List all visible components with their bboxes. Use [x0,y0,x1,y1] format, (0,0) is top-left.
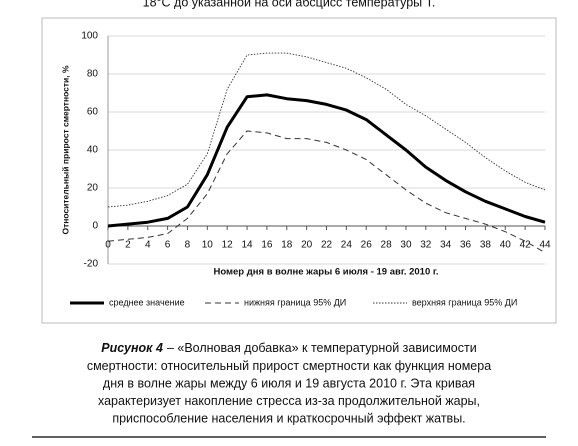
x-tick-label: 20 [301,240,313,251]
x-tick-label: 34 [440,240,452,251]
header-text: 18°С до указанной на оси абсцисс темпера… [143,0,436,9]
y-tick-label: 100 [81,31,98,42]
caption-label: Рисунок 4 [101,341,163,355]
y-tick-label: 60 [87,107,99,118]
caption-line: смертности: относительный прирост смертн… [87,359,491,373]
x-tick-label: 30 [400,240,412,251]
y-axis-label: Относительный прирост смертности, % [60,65,70,235]
x-tick-label: 6 [165,240,171,251]
x-tick-label: 10 [202,240,214,251]
caption-line: дня в волне жары между 6 июля и 19 авгус… [103,376,475,390]
x-tick-label: 2 [125,240,131,251]
x-tick-label: 4 [145,240,151,251]
legend-label: среднее значение [109,297,185,307]
x-tick-label: 28 [381,240,393,251]
y-tick-label: 20 [87,183,99,194]
y-tick-label: 40 [87,145,99,156]
legend-label: нижняя граница 95% ДИ [244,297,346,307]
legend-label: верхняя граница 95% ДИ [412,297,517,307]
x-tick-label: 8 [185,240,191,251]
caption-line: характеризует накопление стресса из-за п… [98,394,480,408]
caption-line: приспособление населения и краткосрочный… [112,411,465,425]
x-tick-label: 26 [361,240,373,251]
x-tick-label: 22 [321,240,333,251]
x-tick-label: 44 [539,240,551,251]
x-tick-label: 38 [480,240,492,251]
x-tick-label: 12 [222,240,234,251]
series-line [107,93,546,228]
x-tick-label: 16 [261,240,273,251]
chart-frame [41,17,557,324]
x-tick-label: 0 [105,240,111,251]
caption-line: Рисунок 4 – «Волновая добавка» к температ… [101,341,476,355]
caption-text: – «Волновая добавка» к температурной зав… [167,341,477,355]
x-tick-label: 42 [520,240,532,251]
x-tick-label: 32 [420,240,432,251]
y-tick-label: 80 [87,69,99,80]
series-line [107,52,546,208]
x-tick-label: 14 [241,240,253,251]
series-line [107,130,546,254]
x-tick-label: 36 [460,240,472,251]
x-tick-label: 40 [500,240,512,251]
x-tick-label: 24 [341,240,353,251]
y-tick-label: 0 [92,221,98,232]
x-axis-label: Номер дня в волне жары 6 июля - 19 авг. … [213,267,438,278]
x-tick-label: 18 [281,240,293,251]
y-tick-label: -20 [84,259,99,270]
